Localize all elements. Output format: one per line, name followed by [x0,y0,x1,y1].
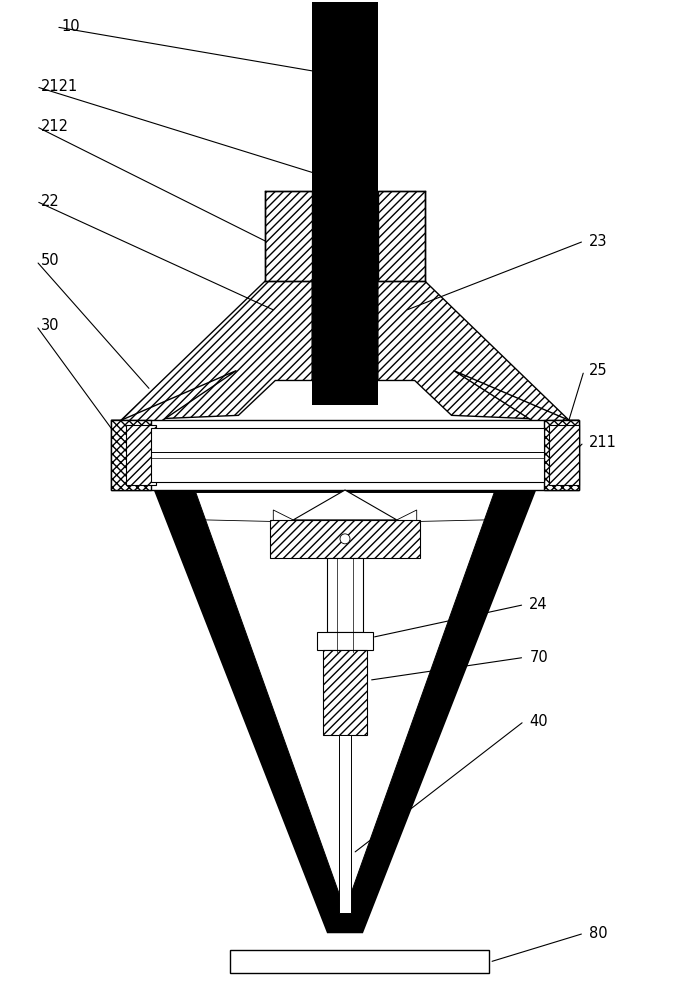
Text: 30: 30 [41,318,59,333]
Text: 212: 212 [41,119,69,134]
Text: 2121: 2121 [41,79,79,94]
Text: 22: 22 [41,194,60,209]
Text: 23: 23 [589,234,607,249]
Bar [126,425,155,485]
Polygon shape [378,281,569,420]
Bar [549,425,579,485]
Bar [327,558,363,632]
Text: 70: 70 [529,650,548,665]
Polygon shape [274,510,293,525]
Polygon shape [111,371,236,428]
Bar [378,191,425,281]
Bar [323,650,367,735]
Polygon shape [453,371,579,428]
Bar [339,735,351,913]
Bar [231,950,489,973]
Text: 211: 211 [589,435,617,450]
Text: 40: 40 [529,714,548,729]
Polygon shape [293,490,397,520]
Polygon shape [121,281,312,420]
Bar [270,520,419,558]
Bar [151,428,545,482]
Circle shape [340,534,350,544]
Bar [317,632,373,650]
Text: 24: 24 [529,597,548,612]
Polygon shape [154,490,536,933]
Text: 80: 80 [589,926,607,941]
Bar [111,420,579,490]
Text: 10: 10 [61,19,79,34]
Text: 50: 50 [41,253,60,268]
Polygon shape [196,492,494,893]
Bar [545,420,579,490]
Polygon shape [397,510,417,525]
Bar [111,420,151,490]
Text: 25: 25 [589,363,607,378]
Bar [312,2,378,405]
Bar [265,191,312,281]
